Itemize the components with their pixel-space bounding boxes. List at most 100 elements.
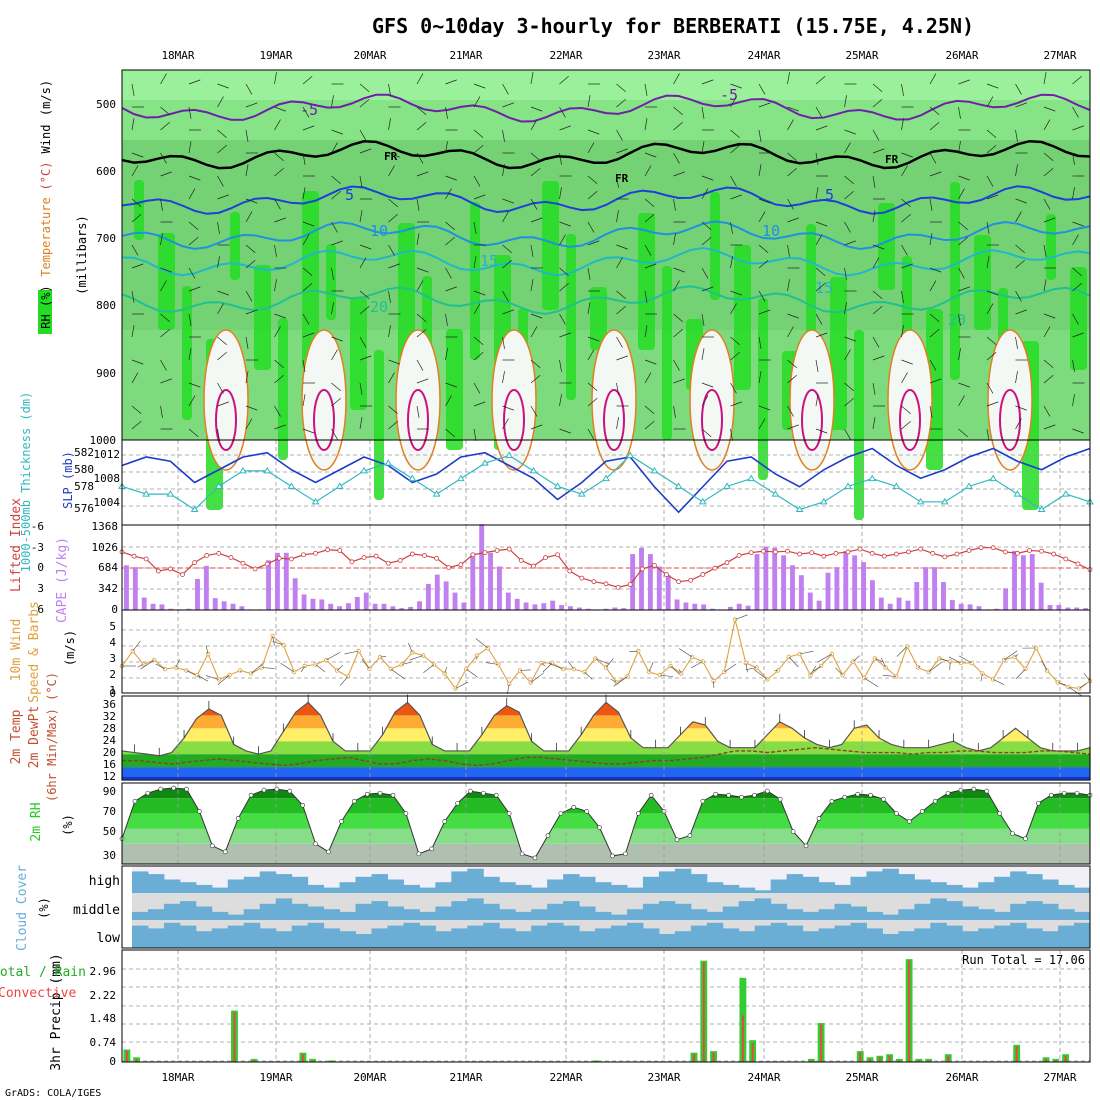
wind-barb (701, 313, 705, 326)
wind-barb (844, 142, 851, 154)
cloud-cover-bar (467, 925, 484, 948)
wind-barb (302, 187, 306, 200)
contour-label: 10 (762, 222, 780, 240)
cloud-cover-bar (802, 911, 820, 920)
cape-bar (1020, 555, 1026, 610)
precip-conv-bar (859, 1052, 862, 1062)
cape-bar (390, 606, 396, 610)
wind-barb (872, 148, 885, 154)
cloud-cover-bar (834, 884, 851, 893)
wind-barb (644, 325, 648, 338)
wind10-marker (1055, 680, 1060, 685)
cape-tick-label: 1026 (92, 541, 119, 554)
wind-barb (815, 234, 823, 246)
cape-bar (843, 550, 849, 610)
cape-bar (1083, 608, 1089, 610)
wind10-barb (1057, 682, 1066, 686)
cloud-cover-bar (243, 909, 261, 920)
cloud-cover-bar (738, 901, 756, 920)
cloud-cover-bar (323, 928, 341, 948)
cloud-cover-bar (690, 874, 708, 893)
cloud-cover-bar (978, 928, 995, 948)
wind-barb (331, 428, 338, 440)
wind-barb (730, 83, 742, 89)
wind-barb (673, 280, 680, 292)
cape-bar (1047, 605, 1053, 610)
wind-barb (1015, 83, 1022, 95)
dewpt2m-line (122, 746, 1091, 767)
wind-barb (160, 378, 172, 384)
wind10-tick-label: 2 (109, 668, 116, 681)
pressure-tick-label: 600 (96, 165, 116, 178)
wind-barb (1072, 76, 1082, 85)
wind-barb (559, 221, 571, 227)
wind-barb (559, 152, 562, 165)
wind-barb (872, 355, 885, 361)
cloud-cover-bar (786, 909, 804, 920)
thickness-tick-label: 582 (74, 446, 94, 459)
rh2m-marker (855, 791, 860, 797)
wind-barb (986, 129, 997, 138)
wind-barb (644, 165, 652, 177)
wind-barb (758, 211, 766, 223)
wind-barb (331, 302, 334, 315)
cloud-cover-bar (371, 901, 388, 920)
wind-barb (445, 106, 448, 119)
wind-barb (815, 221, 828, 227)
rh2m-band-fill (122, 798, 1090, 814)
rh2m-marker (377, 790, 383, 796)
cloud-cover-bar (275, 931, 293, 948)
wind-barb (359, 244, 372, 250)
wind10-barb (175, 659, 181, 668)
cloud-cover-bar (387, 906, 404, 920)
wind-barb (730, 336, 740, 345)
wind-barb (787, 244, 790, 257)
wind10-barb (629, 650, 639, 653)
cape-bar (692, 603, 698, 610)
wind-barb (359, 355, 372, 361)
cloud-cover-bar (706, 922, 724, 948)
thickness-marker (577, 490, 586, 497)
wind-barb (359, 417, 363, 430)
cloud-cover-bar (595, 882, 612, 893)
lifted-index-marker (434, 555, 440, 561)
lifted-index-marker (143, 556, 149, 562)
wind-barb (160, 106, 170, 115)
wind-barb (872, 175, 876, 188)
rh2m-marker (984, 788, 990, 794)
temp-tick-label: 28 (103, 722, 116, 735)
wind-barb (473, 401, 486, 407)
thickness-marker (481, 459, 489, 466)
cape-bar (647, 554, 653, 610)
cloud-cover-bar (866, 928, 883, 948)
wind-barb (445, 267, 452, 279)
wind-barb (1015, 260, 1025, 269)
wind10-tick-label: 4 (109, 636, 116, 649)
wind10-tick-label: 3 (109, 652, 116, 665)
cape-tick-label: 1368 (92, 520, 119, 533)
rh2m-tick-label: 30 (103, 849, 116, 862)
slp-tick-label: 1012 (94, 448, 121, 461)
rh2m-marker (1010, 831, 1015, 836)
cloud-cover-bar (307, 884, 325, 893)
wind-barb (616, 336, 623, 348)
wind-barb (502, 336, 505, 349)
wind10-barb (250, 663, 264, 674)
wind-barb (245, 244, 256, 253)
wind-barb (616, 382, 619, 395)
wind-barb (587, 142, 595, 154)
cape-bar (479, 524, 485, 610)
wind-barb (131, 421, 142, 430)
wind-barb (958, 395, 965, 407)
wind-barb (416, 73, 424, 85)
wind-barb (758, 129, 762, 142)
wind-barb (901, 263, 913, 269)
wind10-barb (140, 659, 155, 670)
wind10-barb (315, 664, 326, 673)
cape-bar (754, 554, 760, 610)
contour-label: FR (885, 153, 899, 166)
wind-barb (245, 129, 249, 142)
wind10-barb (835, 667, 843, 676)
wind-barb (559, 125, 571, 131)
wind-barb (815, 187, 819, 200)
